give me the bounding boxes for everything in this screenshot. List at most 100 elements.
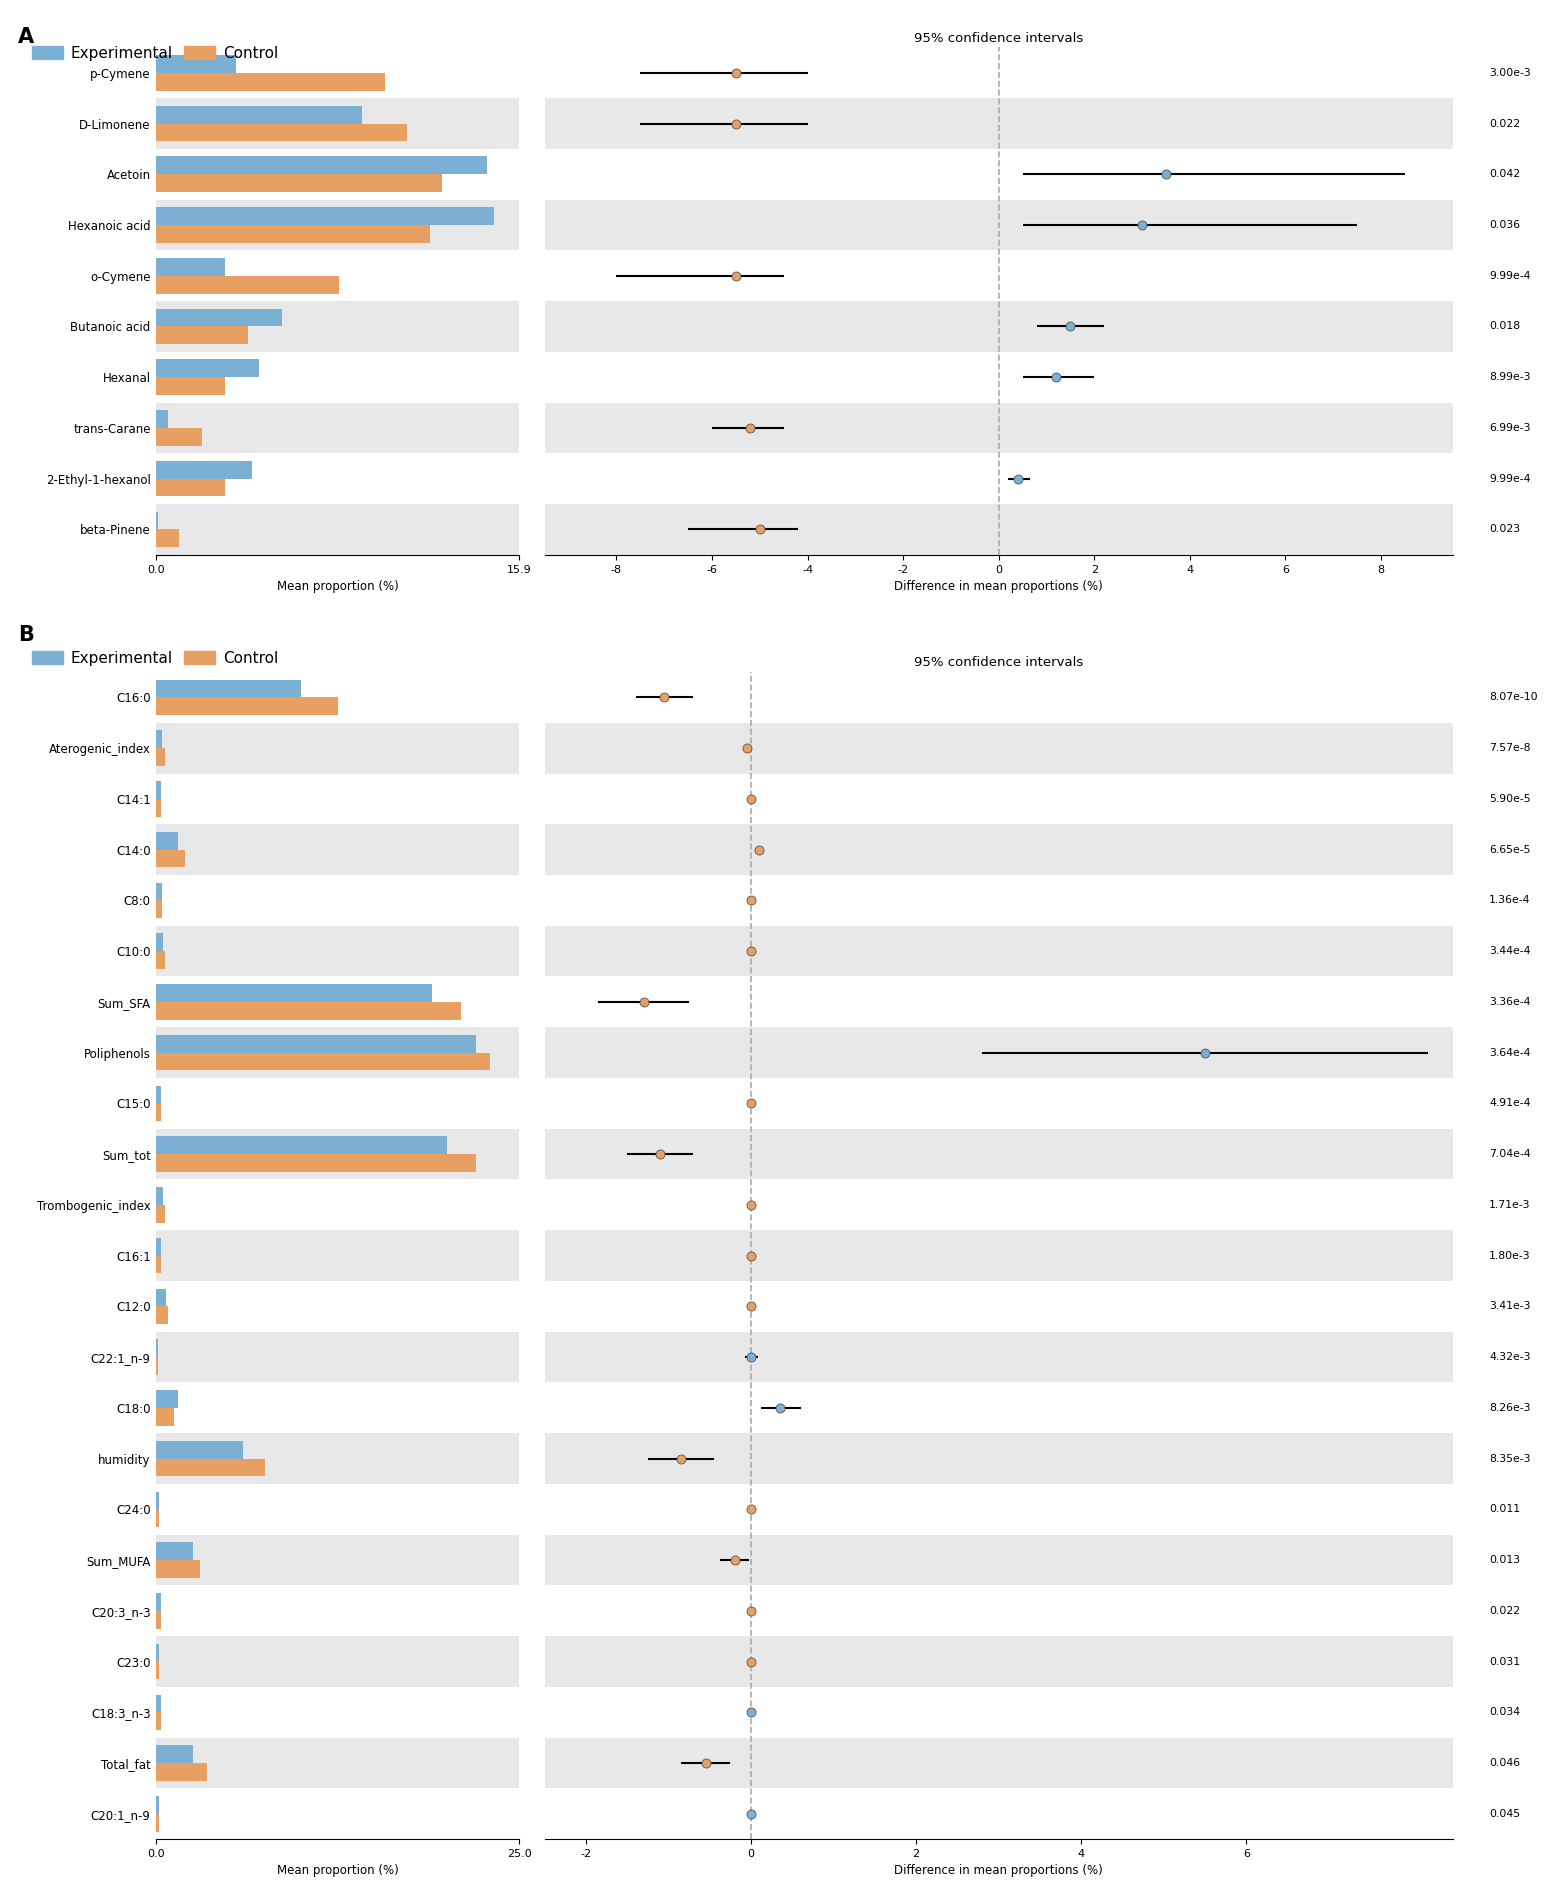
Bar [156, 226, 430, 243]
Bar [545, 1282, 1453, 1331]
Bar [545, 150, 1453, 199]
X-axis label: Mean proportion (%): Mean proportion (%) [276, 1864, 398, 1877]
Bar [156, 1737, 519, 1788]
Bar [156, 1282, 519, 1331]
Legend: Experimental, Control: Experimental, Control [27, 645, 284, 671]
Bar [156, 1001, 461, 1020]
Text: 0.046: 0.046 [1489, 1758, 1520, 1767]
Bar [156, 353, 519, 402]
Bar [545, 1382, 1453, 1433]
Bar [156, 1534, 519, 1585]
Bar [545, 774, 1453, 825]
Bar [545, 1433, 1453, 1485]
Bar [156, 150, 519, 199]
Bar [156, 157, 487, 174]
Bar [156, 1763, 208, 1780]
Bar [545, 1028, 1453, 1079]
Bar [156, 1052, 490, 1071]
Bar [156, 984, 433, 1001]
Bar [545, 99, 1453, 150]
Text: 0.018: 0.018 [1489, 322, 1520, 332]
Bar [156, 1441, 244, 1458]
Bar [156, 1744, 192, 1763]
Bar [156, 730, 162, 749]
Text: 8.07e-10: 8.07e-10 [1489, 692, 1537, 702]
Bar [156, 1086, 161, 1103]
Bar [156, 698, 337, 715]
Bar [156, 453, 519, 504]
Bar [545, 976, 1453, 1028]
Bar [156, 123, 408, 142]
Text: 0.013: 0.013 [1489, 1555, 1520, 1564]
Bar [156, 1585, 519, 1636]
Text: 1.36e-4: 1.36e-4 [1489, 895, 1531, 906]
Bar [156, 832, 178, 849]
Text: 7.04e-4: 7.04e-4 [1489, 1149, 1531, 1158]
Bar [545, 1128, 1453, 1179]
Bar [545, 1231, 1453, 1282]
Text: 0.011: 0.011 [1489, 1504, 1520, 1515]
Bar [156, 1179, 519, 1231]
Bar [156, 1289, 167, 1306]
Bar [545, 925, 1453, 976]
Bar [545, 1737, 1453, 1788]
Bar [156, 1255, 161, 1274]
Bar [156, 504, 519, 556]
Bar [545, 301, 1453, 353]
Text: 9.99e-4: 9.99e-4 [1489, 474, 1531, 483]
Bar [156, 1796, 159, 1814]
Bar [156, 1814, 159, 1832]
Bar [156, 1382, 519, 1433]
Bar [545, 1485, 1453, 1534]
Bar [156, 901, 162, 918]
Bar [156, 1593, 161, 1612]
Bar [156, 275, 339, 294]
Bar [156, 679, 301, 698]
Bar [156, 1136, 447, 1155]
Bar [156, 1238, 161, 1255]
Text: 0.045: 0.045 [1489, 1809, 1520, 1818]
Text: 6.99e-3: 6.99e-3 [1489, 423, 1531, 432]
Bar [156, 1231, 519, 1282]
Bar [545, 504, 1453, 556]
Bar [156, 925, 519, 976]
Bar [156, 1103, 161, 1121]
Bar [545, 1179, 1453, 1231]
Text: 3.00e-3: 3.00e-3 [1489, 68, 1531, 78]
Bar [156, 781, 161, 798]
Bar [156, 512, 158, 529]
Bar [156, 1079, 519, 1128]
Title: 95% confidence intervals: 95% confidence intervals [914, 32, 1084, 46]
Bar [545, 825, 1453, 876]
Bar [545, 1079, 1453, 1128]
Text: 9.99e-4: 9.99e-4 [1489, 271, 1531, 281]
Bar [545, 1687, 1453, 1737]
Text: B: B [19, 626, 34, 645]
Bar [156, 478, 225, 497]
Bar [156, 174, 442, 191]
Text: 8.35e-3: 8.35e-3 [1489, 1454, 1531, 1464]
Bar [156, 1695, 161, 1712]
Bar [156, 1560, 200, 1577]
Bar [545, 47, 1453, 99]
Bar [156, 326, 247, 345]
Bar [156, 933, 164, 952]
Text: 1.71e-3: 1.71e-3 [1489, 1200, 1531, 1210]
Text: 3.64e-4: 3.64e-4 [1489, 1048, 1531, 1058]
Bar [156, 1306, 167, 1323]
Bar [545, 199, 1453, 250]
X-axis label: Difference in mean proportions (%): Difference in mean proportions (%) [895, 1864, 1103, 1877]
Bar [156, 1187, 164, 1204]
Text: 3.41e-3: 3.41e-3 [1489, 1301, 1531, 1312]
Bar [156, 774, 519, 825]
Text: 5.90e-5: 5.90e-5 [1489, 794, 1531, 804]
Bar [156, 1204, 166, 1223]
Bar [156, 1433, 519, 1485]
Text: 0.022: 0.022 [1489, 119, 1520, 129]
Text: A: A [19, 27, 34, 47]
Text: 3.44e-4: 3.44e-4 [1489, 946, 1531, 956]
Bar [156, 671, 519, 722]
Bar [156, 301, 519, 353]
Legend: Experimental, Control: Experimental, Control [27, 40, 284, 66]
X-axis label: Mean proportion (%): Mean proportion (%) [276, 580, 398, 593]
